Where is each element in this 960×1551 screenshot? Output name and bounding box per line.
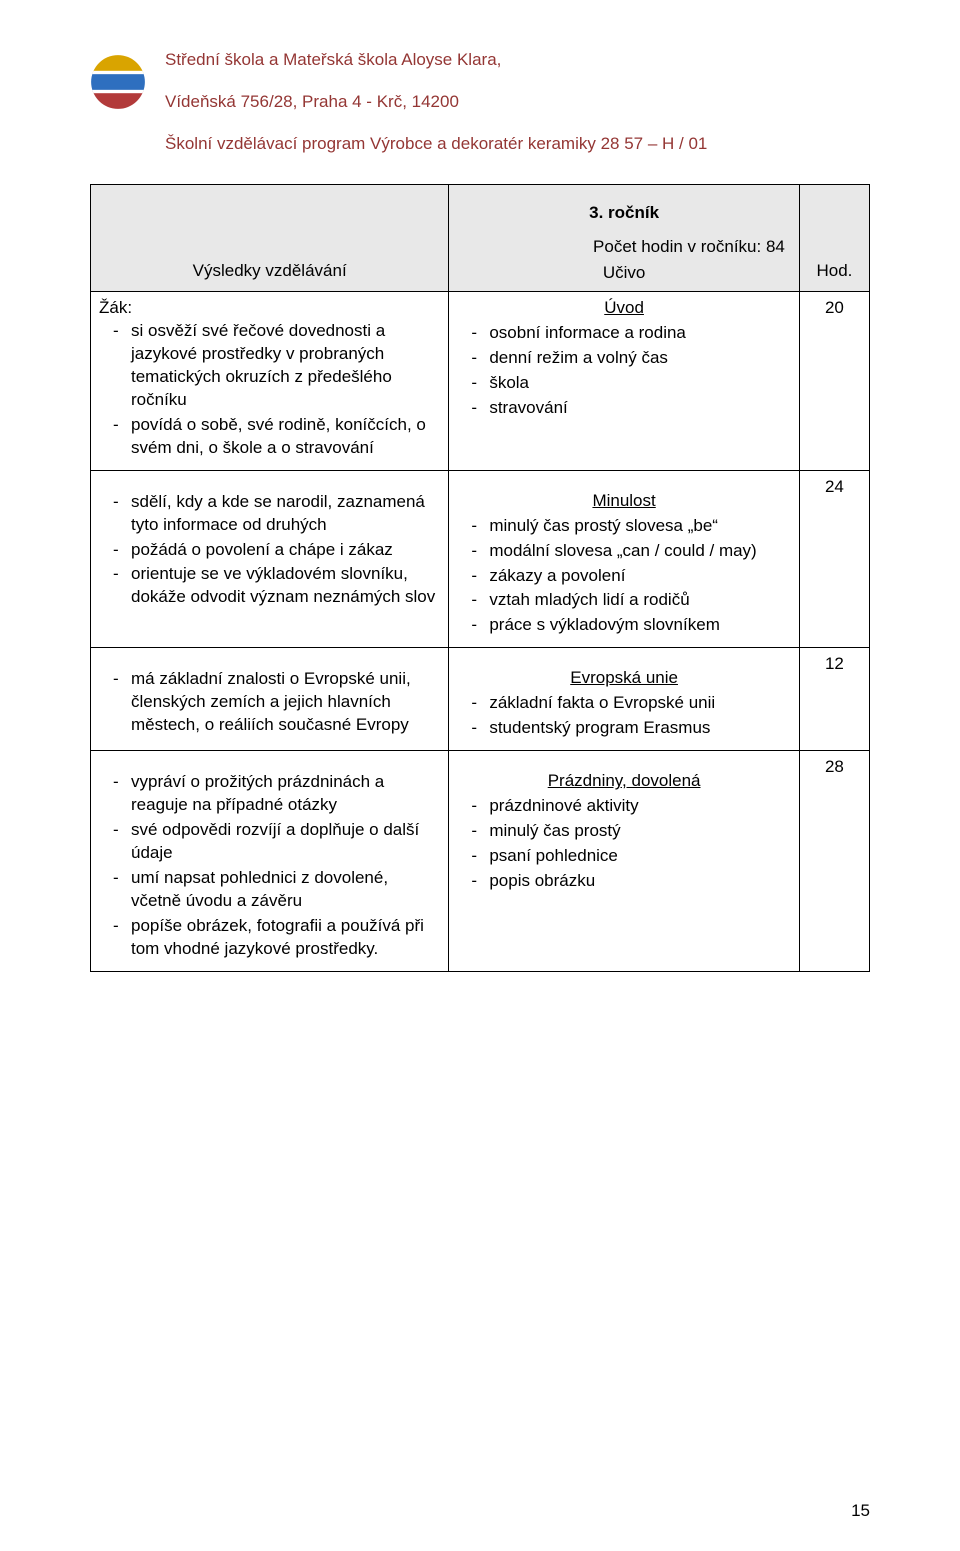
outcomes-cell: má základní znalosti o Evropské unii, čl… <box>91 648 449 751</box>
logo-icon <box>90 54 146 110</box>
col-header-mid: Učivo <box>457 263 791 283</box>
school-name: Střední škola a Mateřská škola Aloyse Kl… <box>165 50 870 70</box>
list-item: popíše obrázek, fotografii a používá při… <box>99 915 440 961</box>
list-item: minulý čas prostý <box>457 820 791 843</box>
hours-cell: 24 <box>799 470 869 648</box>
list-item: popis obrázku <box>457 870 791 893</box>
table-row: vypráví o prožitých prázdninách a reaguj… <box>91 751 870 972</box>
list-item: zákazy a povolení <box>457 565 791 588</box>
list-item: modální slovesa „can / could / may) <box>457 540 791 563</box>
topics-list: osobní informace a rodina denní režim a … <box>457 322 791 420</box>
list-item: umí napsat pohlednici z dovolené, včetně… <box>99 867 440 913</box>
table-row: sdělí, kdy a kde se narodil, zaznamená t… <box>91 470 870 648</box>
page: Střední škola a Mateřská škola Aloyse Kl… <box>0 0 960 1551</box>
list-item: prázdninové aktivity <box>457 795 791 818</box>
list-item: škola <box>457 372 791 395</box>
outcomes-list: má základní znalosti o Evropské unii, čl… <box>99 668 440 737</box>
section-title: Minulost <box>457 491 791 511</box>
document-header: Střední škola a Mateřská škola Aloyse Kl… <box>90 50 870 154</box>
outcomes-cell: vypráví o prožitých prázdninách a reaguj… <box>91 751 449 972</box>
list-item: vztah mladých lidí a rodičů <box>457 589 791 612</box>
list-item: denní režim a volný čas <box>457 347 791 370</box>
list-item: své odpovědi rozvíjí a doplňuje o další … <box>99 819 440 865</box>
topics-cell: Prázdniny, dovolená prázdninové aktivity… <box>449 751 800 972</box>
table-header-year: Výsledky vzdělávání3. ročníkHod. <box>91 185 870 232</box>
school-address: Vídeňská 756/28, Praha 4 - Krč, 14200 <box>165 92 870 112</box>
list-item: osobní informace a rodina <box>457 322 791 345</box>
hours-cell: 20 <box>799 292 869 471</box>
topics-list: minulý čas prostý slovesa „be“ modální s… <box>457 515 791 638</box>
section-title: Prázdniny, dovolená <box>457 771 791 791</box>
school-logo <box>90 54 146 115</box>
lead-label: Žák: <box>99 298 440 318</box>
table-row: má základní znalosti o Evropské unii, čl… <box>91 648 870 751</box>
list-item: si osvěží své řečové dovednosti a jazyko… <box>99 320 440 412</box>
list-item: psaní pohlednice <box>457 845 791 868</box>
topics-cell: Minulost minulý čas prostý slovesa „be“ … <box>449 470 800 648</box>
list-item: má základní znalosti o Evropské unii, čl… <box>99 668 440 737</box>
section-title: Evropská unie <box>457 668 791 688</box>
list-item: stravování <box>457 397 791 420</box>
hours-total-label: Počet hodin v ročníku: 84 <box>457 237 791 257</box>
outcomes-cell: sdělí, kdy a kde se narodil, zaznamená t… <box>91 470 449 648</box>
page-number: 15 <box>851 1501 870 1521</box>
table-row: Žák: si osvěží své řečové dovednosti a j… <box>91 292 870 471</box>
program-name: Školní vzdělávací program Výrobce a deko… <box>165 134 870 154</box>
hours-cell: 28 <box>799 751 869 972</box>
col-header-right: Hod. <box>799 185 869 292</box>
topics-list: prázdninové aktivity minulý čas prostý p… <box>457 795 791 893</box>
curriculum-table: Výsledky vzdělávání3. ročníkHod. Počet ho… <box>90 184 870 972</box>
topics-cell: Úvod osobní informace a rodina denní rež… <box>449 292 800 471</box>
list-item: minulý čas prostý slovesa „be“ <box>457 515 791 538</box>
list-item: požádá o povolení a chápe i zákaz <box>99 539 440 562</box>
list-item: vypráví o prožitých prázdninách a reaguj… <box>99 771 440 817</box>
outcomes-list: vypráví o prožitých prázdninách a reaguj… <box>99 771 440 961</box>
list-item: sdělí, kdy a kde se narodil, zaznamená t… <box>99 491 440 537</box>
col-header-left: Výsledky vzdělávání <box>91 185 449 292</box>
list-item: orientuje se ve výkladovém slovníku, dok… <box>99 563 440 609</box>
list-item: povídá o sobě, své rodině, koníčcích, o … <box>99 414 440 460</box>
outcomes-cell: Žák: si osvěží své řečové dovednosti a j… <box>91 292 449 471</box>
list-item: práce s výkladovým slovníkem <box>457 614 791 637</box>
list-item: základní fakta o Evropské unii <box>457 692 791 715</box>
section-title: Úvod <box>457 298 791 318</box>
outcomes-list: si osvěží své řečové dovednosti a jazyko… <box>99 320 440 460</box>
outcomes-list: sdělí, kdy a kde se narodil, zaznamená t… <box>99 491 440 610</box>
list-item: studentský program Erasmus <box>457 717 791 740</box>
year-label: 3. ročník <box>449 185 800 232</box>
hours-cell: 12 <box>799 648 869 751</box>
topics-cell: Evropská unie základní fakta o Evropské … <box>449 648 800 751</box>
topics-list: základní fakta o Evropské unii studentsk… <box>457 692 791 740</box>
